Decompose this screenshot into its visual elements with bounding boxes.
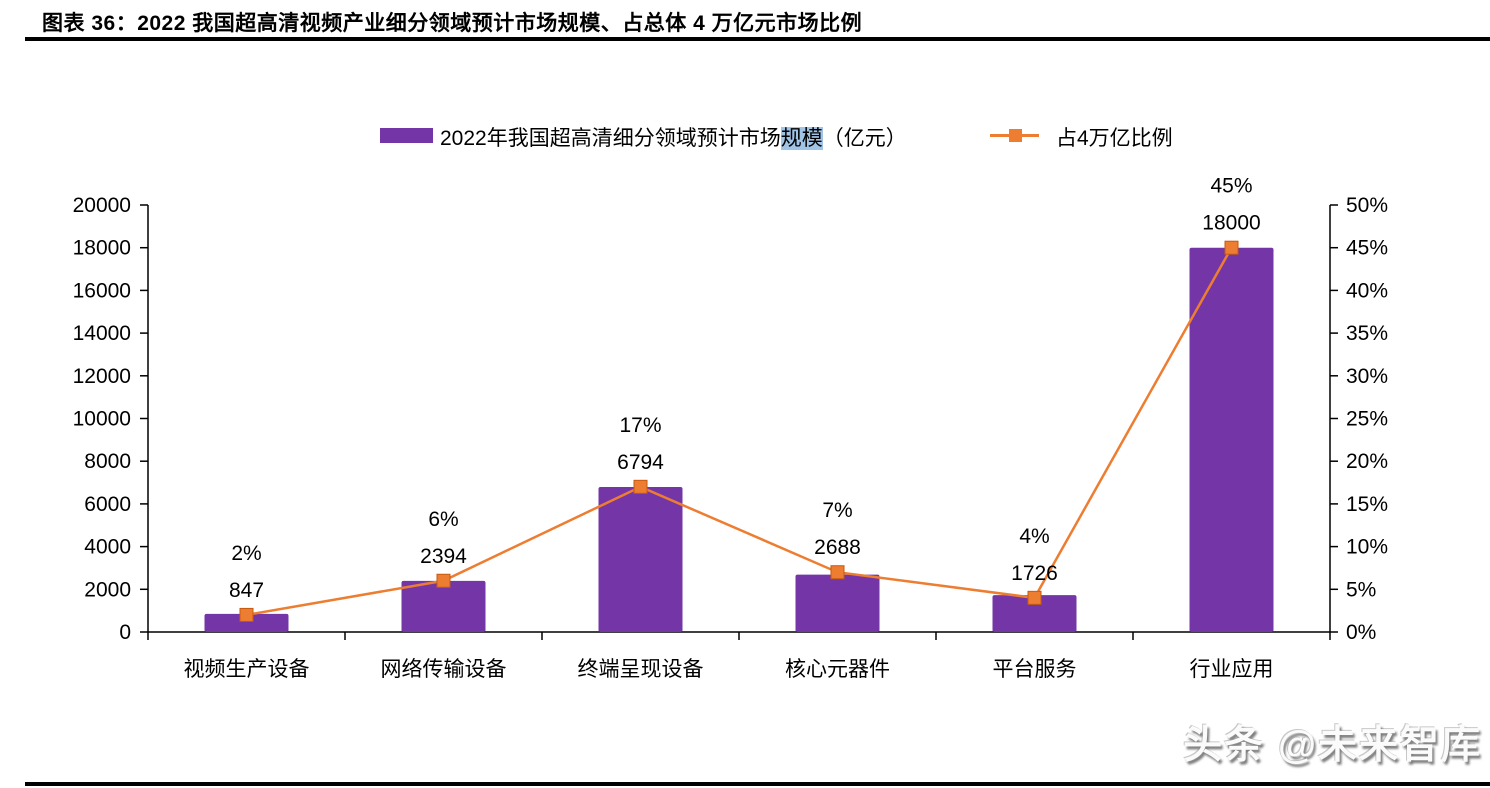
y-left-tick-label: 10000 xyxy=(73,408,131,431)
line-marker-icon xyxy=(436,573,451,588)
bar xyxy=(401,580,486,632)
y-left-tick-label: 12000 xyxy=(73,365,131,388)
category-label: 网络传输设备 xyxy=(381,658,507,681)
bar xyxy=(1189,247,1274,632)
value-label: 18000 xyxy=(1202,212,1260,235)
bottom-rule xyxy=(25,782,1490,786)
line-series-legend-marker-icon xyxy=(1009,129,1022,142)
line-marker-icon xyxy=(239,607,254,622)
y-left-tick-label: 6000 xyxy=(84,493,131,516)
y-right-tick-label: 40% xyxy=(1346,279,1388,302)
percent-label: 6% xyxy=(428,508,458,531)
line-series xyxy=(246,247,1233,617)
line-marker-icon xyxy=(830,565,845,580)
category-label: 行业应用 xyxy=(1190,658,1274,681)
y-right-tick-label: 10% xyxy=(1346,536,1388,559)
bar-series-legend-label-prefix: 2022年我国超高清细分领域预计市场 xyxy=(440,127,781,150)
bar-series-legend-label: 2022年我国超高清细分领域预计市场规模（亿元） xyxy=(440,122,907,152)
value-label: 1726 xyxy=(1011,562,1058,585)
line-marker-icon xyxy=(633,479,648,494)
bar-series-legend-label-highlight: 规模 xyxy=(780,127,823,150)
bar xyxy=(992,595,1077,632)
y-left-tick-label: 0 xyxy=(119,621,131,644)
y-left-tick-label: 2000 xyxy=(84,578,131,601)
y-left-tick-label: 8000 xyxy=(84,450,131,473)
category-label: 视频生产设备 xyxy=(184,658,310,681)
value-label: 2688 xyxy=(814,536,861,559)
title-underline xyxy=(25,37,1490,41)
category-label: 平台服务 xyxy=(993,658,1077,681)
y-left-tick-label: 18000 xyxy=(73,237,131,260)
line-marker-icon xyxy=(1224,240,1239,255)
y-right-tick-label: 5% xyxy=(1346,578,1376,601)
y-right-tick-label: 30% xyxy=(1346,365,1388,388)
y-right-tick-label: 20% xyxy=(1346,450,1388,473)
value-label: 6794 xyxy=(617,451,664,474)
percent-label: 45% xyxy=(1210,175,1252,198)
y-right-tick-label: 45% xyxy=(1346,237,1388,260)
figure-title: 图表 36：2022 我国超高清视频产业细分领域预计市场规模、占总体 4 万亿元… xyxy=(42,12,863,35)
category-label: 终端呈现设备 xyxy=(578,658,704,681)
y-left-tick-label: 16000 xyxy=(73,279,131,302)
bar-series-legend-label-suffix: （亿元） xyxy=(822,127,907,150)
y-left-tick-label: 20000 xyxy=(73,194,131,217)
line-series-legend-label: 占4万亿比例 xyxy=(1056,127,1173,150)
percent-label: 2% xyxy=(231,542,261,565)
percent-label: 4% xyxy=(1019,525,1049,548)
bar-series-legend-swatch xyxy=(380,128,433,143)
y-right-tick-label: 25% xyxy=(1346,408,1388,431)
bar xyxy=(795,574,880,632)
value-label: 847 xyxy=(229,579,264,602)
value-label: 2394 xyxy=(420,545,467,568)
y-left-tick-label: 4000 xyxy=(84,536,131,559)
y-right-tick-label: 35% xyxy=(1346,322,1388,345)
percent-label: 17% xyxy=(619,414,661,437)
percent-label: 7% xyxy=(822,499,852,522)
line-marker-icon xyxy=(1027,590,1042,605)
y-left-tick-label: 14000 xyxy=(73,322,131,345)
category-label: 核心元器件 xyxy=(785,658,890,681)
y-right-tick-label: 0% xyxy=(1346,621,1376,644)
watermark: 头条 @未来智库 xyxy=(1183,724,1482,767)
y-right-tick-label: 15% xyxy=(1346,493,1388,516)
bar xyxy=(598,486,683,632)
y-right-tick-label: 50% xyxy=(1346,194,1388,217)
bar xyxy=(204,613,289,632)
